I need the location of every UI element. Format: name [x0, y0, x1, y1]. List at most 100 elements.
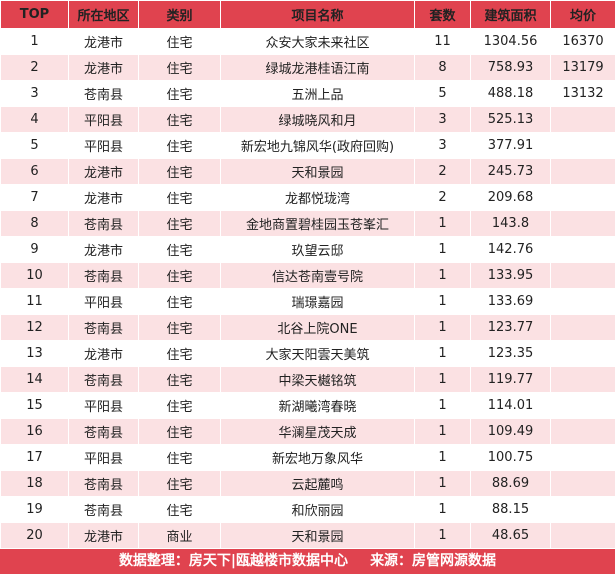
cell-price: 13179	[550, 54, 615, 81]
header-units: 套数	[414, 0, 471, 29]
cell-rank: 13	[0, 340, 69, 367]
cell-rank: 17	[0, 444, 69, 471]
cell-sqm: 143.8	[470, 210, 551, 237]
cell-price	[550, 340, 615, 367]
cell-type: 住宅	[138, 470, 221, 497]
cell-name: 众安大家未来社区	[220, 28, 415, 55]
cell-sqm: 88.69	[470, 470, 551, 497]
cell-units: 8	[414, 54, 471, 81]
cell-rank: 20	[0, 522, 69, 549]
cell-units: 1	[414, 340, 471, 367]
cell-sqm: 1304.56	[470, 28, 551, 55]
cell-rank: 1	[0, 28, 69, 55]
table-row: 18 苍南县 住宅 云起麓鸣 1 88.69	[0, 470, 615, 497]
cell-rank: 19	[0, 496, 69, 523]
table-row: 17 平阳县 住宅 新宏地万象风华 1 100.75	[0, 444, 615, 471]
table-body: 1 龙港市 住宅 众安大家未来社区 11 1304.56 16370 2 龙港市 住宅 绿城龙港桂语…	[0, 28, 615, 549]
cell-price	[550, 210, 615, 237]
cell-type: 住宅	[138, 210, 221, 237]
table-row: 15 平阳县 住宅 新湖曦湾春晓 1 114.01	[0, 392, 615, 419]
table-row: 20 龙港市 商业 天和景园 1 48.65	[0, 522, 615, 549]
cell-units: 1	[414, 418, 471, 445]
cell-name: 绿城晓风和月	[220, 106, 415, 133]
table-row: 1 龙港市 住宅 众安大家未来社区 11 1304.56 16370	[0, 28, 615, 55]
cell-area: 龙港市	[68, 158, 139, 185]
cell-sqm: 48.65	[470, 522, 551, 549]
cell-type: 住宅	[138, 340, 221, 367]
cell-sqm: 133.95	[470, 262, 551, 289]
header-area: 所在地区	[68, 0, 139, 29]
cell-rank: 15	[0, 392, 69, 419]
cell-units: 3	[414, 132, 471, 159]
cell-area: 苍南县	[68, 496, 139, 523]
cell-price	[550, 314, 615, 341]
cell-sqm: 525.13	[470, 106, 551, 133]
cell-name: 信达苍南壹号院	[220, 262, 415, 289]
cell-rank: 9	[0, 236, 69, 263]
cell-units: 5	[414, 80, 471, 107]
cell-units: 1	[414, 366, 471, 393]
cell-sqm: 88.15	[470, 496, 551, 523]
cell-price	[550, 418, 615, 445]
cell-area: 平阳县	[68, 288, 139, 315]
table-row: 14 苍南县 住宅 中梁天樾铭筑 1 119.77	[0, 366, 615, 393]
cell-name: 瑞璟嘉园	[220, 288, 415, 315]
cell-price	[550, 132, 615, 159]
cell-price	[550, 444, 615, 471]
cell-type: 住宅	[138, 444, 221, 471]
cell-price	[550, 158, 615, 185]
cell-name: 新宏地九锦风华(政府回购)	[220, 132, 415, 159]
cell-name: 和欣丽园	[220, 496, 415, 523]
header-sqm: 建筑面积	[470, 0, 551, 29]
cell-type: 住宅	[138, 288, 221, 315]
cell-units: 1	[414, 444, 471, 471]
cell-rank: 3	[0, 80, 69, 107]
table-row: 12 苍南县 住宅 北谷上院ONE 1 123.77	[0, 314, 615, 341]
cell-price	[550, 470, 615, 497]
cell-name: 天和景园	[220, 522, 415, 549]
cell-area: 龙港市	[68, 522, 139, 549]
cell-type: 住宅	[138, 236, 221, 263]
cell-price	[550, 262, 615, 289]
cell-rank: 11	[0, 288, 69, 315]
cell-units: 1	[414, 210, 471, 237]
cell-price: 16370	[550, 28, 615, 55]
cell-sqm: 100.75	[470, 444, 551, 471]
cell-area: 苍南县	[68, 210, 139, 237]
cell-price	[550, 106, 615, 133]
cell-rank: 12	[0, 314, 69, 341]
cell-name: 新宏地万象风华	[220, 444, 415, 471]
cell-name: 华澜星茂天成	[220, 418, 415, 445]
cell-rank: 2	[0, 54, 69, 81]
cell-price	[550, 496, 615, 523]
cell-area: 龙港市	[68, 340, 139, 367]
cell-type: 住宅	[138, 418, 221, 445]
cell-name: 天和景园	[220, 158, 415, 185]
cell-sqm: 109.49	[470, 418, 551, 445]
cell-rank: 7	[0, 184, 69, 211]
table-row: 2 龙港市 住宅 绿城龙港桂语江南 8 758.93 13179	[0, 54, 615, 81]
cell-units: 2	[414, 158, 471, 185]
cell-type: 住宅	[138, 54, 221, 81]
cell-price	[550, 288, 615, 315]
cell-type: 住宅	[138, 496, 221, 523]
cell-units: 2	[414, 184, 471, 211]
cell-type: 商业	[138, 522, 221, 549]
cell-area: 平阳县	[68, 392, 139, 419]
cell-name: 新湖曦湾春晓	[220, 392, 415, 419]
cell-name: 五洲上品	[220, 80, 415, 107]
cell-price	[550, 236, 615, 263]
cell-area: 苍南县	[68, 80, 139, 107]
cell-name: 龙都悦珑湾	[220, 184, 415, 211]
cell-sqm: 758.93	[470, 54, 551, 81]
table-row: 4 平阳县 住宅 绿城晓风和月 3 525.13	[0, 106, 615, 133]
header-name: 项目名称	[220, 0, 415, 29]
cell-rank: 14	[0, 366, 69, 393]
table-row: 5 平阳县 住宅 新宏地九锦风华(政府回购) 3 377.91	[0, 132, 615, 159]
cell-units: 1	[414, 314, 471, 341]
cell-rank: 8	[0, 210, 69, 237]
cell-rank: 10	[0, 262, 69, 289]
cell-price	[550, 184, 615, 211]
cell-type: 住宅	[138, 262, 221, 289]
cell-price	[550, 392, 615, 419]
